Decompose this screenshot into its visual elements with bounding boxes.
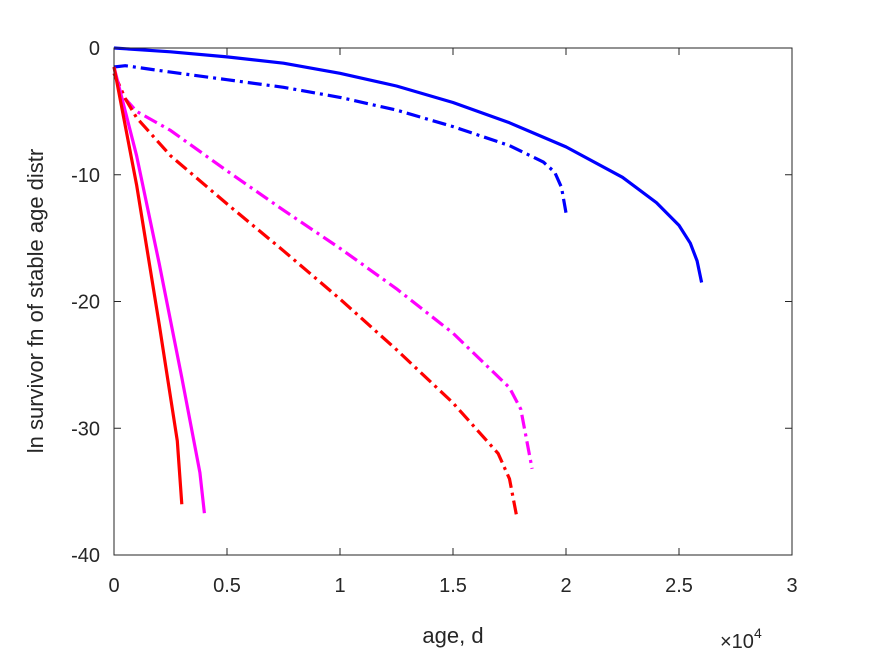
x-axis-label: age, d — [422, 623, 483, 648]
x-tick-label: 1 — [334, 575, 345, 597]
y-tick-label: -10 — [71, 165, 100, 187]
y-tick-label: 0 — [89, 38, 100, 60]
x-tick-label: 2 — [560, 575, 571, 597]
series-line-2-dashdot — [113, 64, 568, 214]
plot-area-background — [114, 48, 792, 555]
x-tick-label: 2.5 — [665, 575, 693, 597]
x-tick-label: 1.5 — [439, 575, 467, 597]
series-line-4-dashdot — [112, 72, 518, 515]
x-axis: 0 0.5 1 1.5 2 2.5 3 — [108, 48, 798, 597]
y-tick-label: -40 — [71, 545, 100, 567]
y-axis-label: ln survivor fn of stable age distr — [23, 149, 48, 453]
y-axis: 0 -10 -20 -30 -40 — [71, 38, 792, 567]
x-exponent-base: ×10 — [720, 631, 754, 653]
x-exponent-power: 4 — [754, 625, 762, 641]
x-tick-label: 3 — [786, 575, 797, 597]
series-layer — [112, 46, 704, 515]
y-tick-label: -20 — [71, 292, 100, 314]
y-tick-label: -30 — [71, 418, 100, 440]
series-line-6-solid — [112, 66, 184, 505]
series-line-3-dashdot — [112, 72, 534, 470]
series-line-5-solid — [112, 66, 206, 514]
x-tick-label: 0 — [108, 575, 119, 597]
series-line-1-solid — [113, 46, 704, 283]
x-exponent-label: ×104 — [720, 625, 762, 653]
x-tick-label: 0.5 — [213, 575, 241, 597]
